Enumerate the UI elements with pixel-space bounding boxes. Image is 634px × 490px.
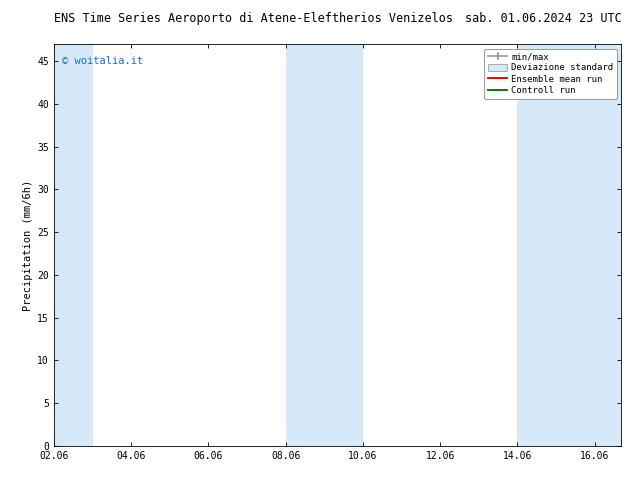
Bar <box>54 44 93 446</box>
Text: ENS Time Series Aeroporto di Atene-Eleftherios Venizelos: ENS Time Series Aeroporto di Atene-Eleft… <box>54 12 453 25</box>
Bar <box>517 44 621 446</box>
Legend: min/max, Deviazione standard, Ensemble mean run, Controll run: min/max, Deviazione standard, Ensemble m… <box>484 49 617 98</box>
Y-axis label: Precipitation (mm/6h): Precipitation (mm/6h) <box>23 179 33 311</box>
Text: sab. 01.06.2024 23 UTC: sab. 01.06.2024 23 UTC <box>465 12 621 25</box>
Text: © woitalia.it: © woitalia.it <box>62 56 144 66</box>
Bar <box>286 44 363 446</box>
